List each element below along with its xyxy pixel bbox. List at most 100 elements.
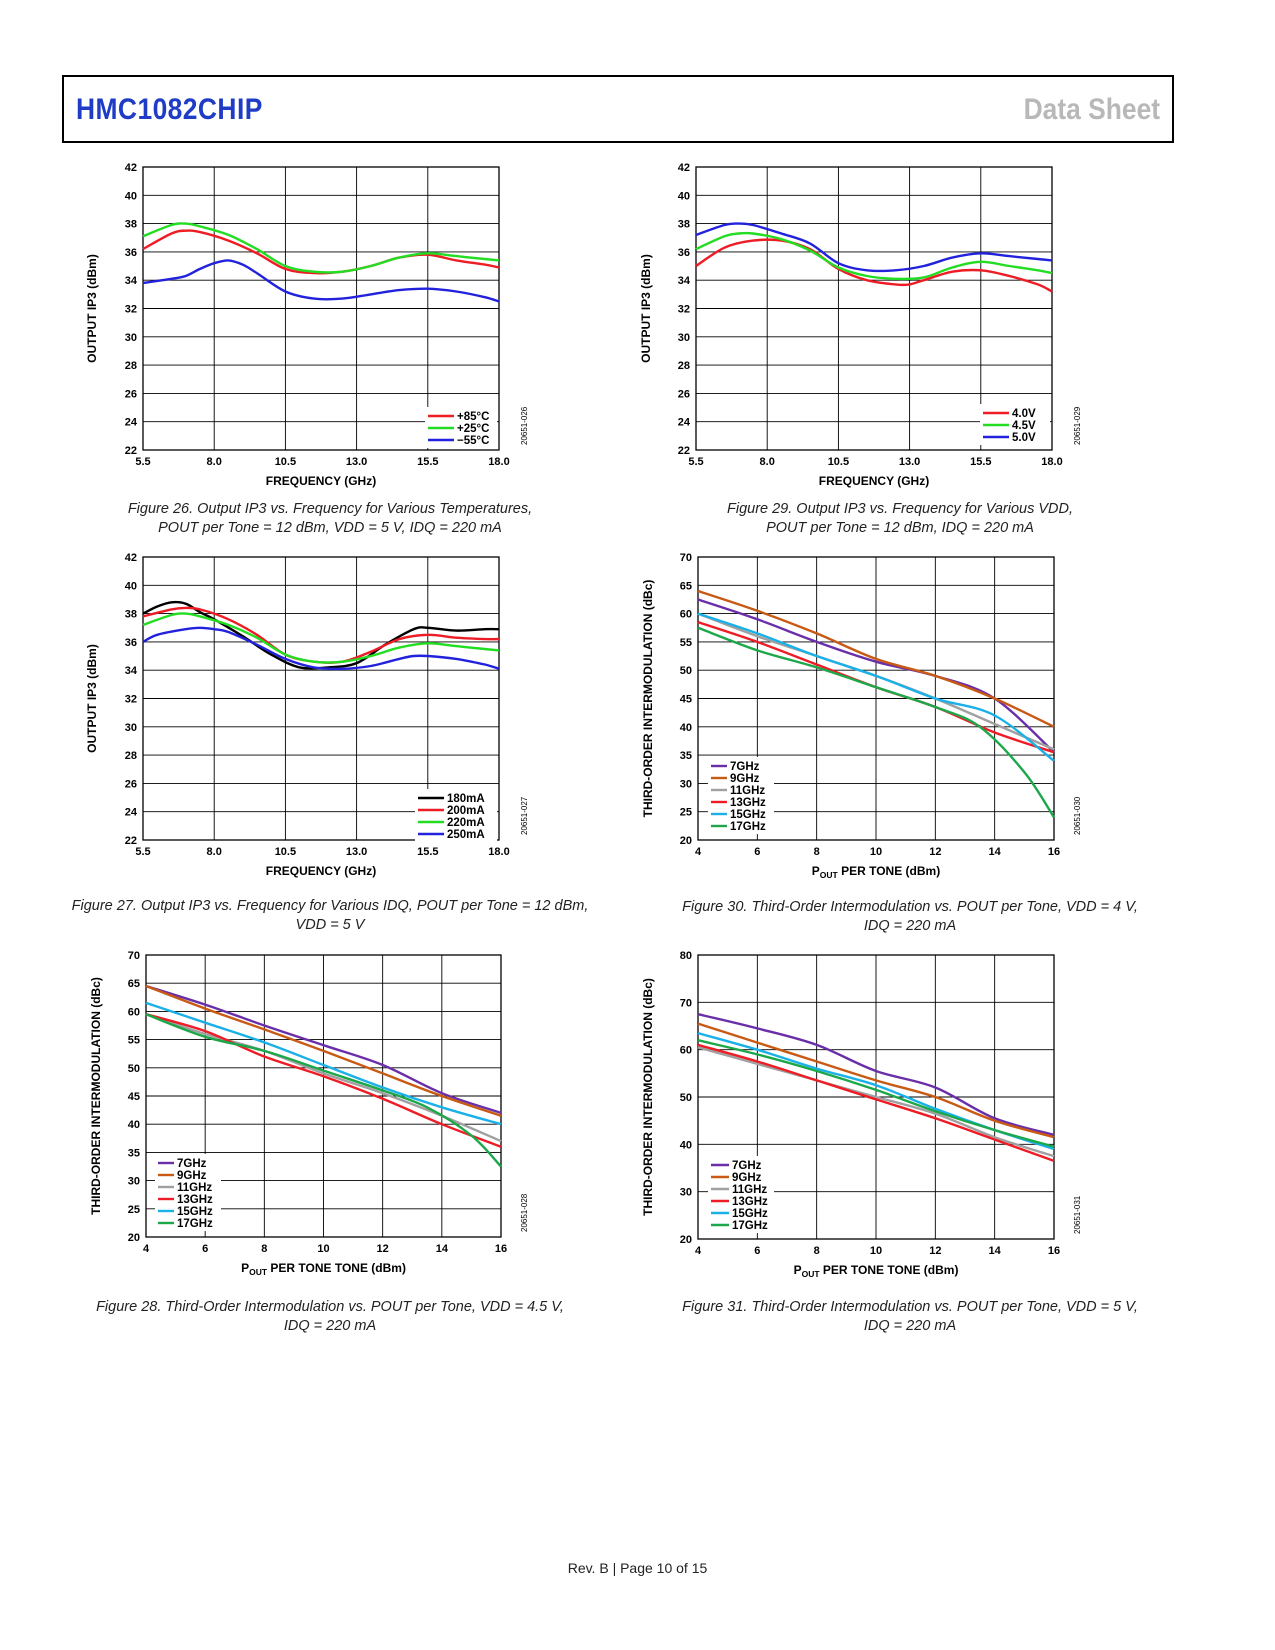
y-tick-label: 30	[125, 722, 137, 734]
x-axis-label: FREQUENCY (GHz)	[266, 474, 376, 488]
legend-label: 7GHz	[732, 1160, 762, 1172]
legend-label: 13GHz	[730, 797, 766, 809]
plot-border	[697, 556, 1055, 841]
y-tick-label: 26	[678, 388, 690, 400]
figure-27-caption: Figure 27. Output IP3 vs. Frequency for …	[70, 897, 590, 935]
y-axis-label: OUTPUT IP3 (dBm)	[639, 254, 653, 363]
plot-border	[697, 954, 1055, 1240]
x-tick-label: 13.0	[346, 846, 367, 858]
y-tick-label: 30	[680, 1187, 692, 1199]
figure-28-caption: Figure 28. Third-Order Intermodulation v…	[80, 1298, 580, 1336]
y-tick-label: 45	[680, 694, 692, 706]
x-tick-label: 10	[317, 1243, 329, 1255]
series-line	[695, 231, 1053, 281]
y-axis-label: THIRD-ORDER INTERMODULATION (dBc)	[641, 978, 655, 1216]
series-line	[142, 222, 500, 274]
x-tick-label: 6	[754, 1245, 760, 1257]
page-header: HMC1082CHIP Data Sheet	[62, 75, 1174, 143]
y-axis-label: THIRD-ORDER INTERMODULATION (dBc)	[89, 977, 103, 1215]
y-tick-label: 38	[125, 219, 137, 231]
series-line	[697, 589, 1055, 728]
y-tick-label: 38	[678, 219, 690, 231]
x-tick-label: 10.5	[275, 456, 296, 468]
x-tick-label: 16	[1048, 1245, 1060, 1257]
plot-border	[695, 166, 1053, 451]
figure-id: 20651-029	[1073, 406, 1082, 445]
x-tick-label: 14	[436, 1243, 449, 1255]
x-tick-label: 8	[261, 1243, 267, 1255]
caption-line: Figure 27. Output IP3 vs. Frequency for …	[71, 898, 589, 914]
series-line	[697, 1039, 1055, 1148]
x-axis-label: FREQUENCY (GHz)	[819, 474, 929, 488]
y-tick-label: 28	[125, 750, 137, 762]
legend-label: 5.0V	[1012, 432, 1036, 444]
figure-id: 20651-027	[520, 796, 529, 835]
y-tick-label: 24	[125, 417, 138, 429]
plot-border	[142, 166, 500, 451]
y-tick-label: 20	[128, 1232, 140, 1244]
y-tick-label: 26	[125, 388, 137, 400]
x-tick-label: 6	[202, 1243, 208, 1255]
x-tick-label: 12	[929, 1245, 941, 1257]
plot-border	[145, 954, 502, 1238]
x-tick-label: 18.0	[488, 456, 509, 468]
legend-label: +85°C	[457, 411, 489, 423]
y-tick-label: 30	[678, 332, 690, 344]
y-tick-label: 24	[125, 807, 138, 819]
y-tick-label: 65	[128, 978, 140, 990]
y-tick-label: 60	[680, 609, 692, 621]
x-tick-label: 13.0	[899, 456, 920, 468]
caption-line: Figure 30. Third-Order Intermodulation v…	[682, 899, 1138, 915]
figure-id: 20651-030	[1073, 796, 1082, 835]
y-tick-label: 36	[678, 247, 690, 259]
figure-29-caption: Figure 29. Output IP3 vs. Frequency for …	[650, 500, 1150, 538]
x-tick-label: 16	[1048, 846, 1060, 858]
y-tick-label: 42	[678, 162, 690, 174]
caption-line: Figure 26. Output IP3 vs. Frequency for …	[127, 501, 533, 517]
x-tick-label: 10	[870, 846, 882, 858]
y-tick-label: 40	[680, 722, 692, 734]
x-axis-label: POUT PER TONE (dBm)	[812, 864, 940, 880]
caption-line: IDQ = 220 mA	[863, 1318, 957, 1334]
x-tick-label: 10.5	[828, 456, 849, 468]
legend-box	[155, 1154, 221, 1231]
series-line	[697, 1043, 1055, 1163]
x-tick-label: 13.0	[346, 456, 367, 468]
x-tick-label: 14	[989, 846, 1002, 858]
series-line	[697, 1013, 1055, 1137]
x-tick-label: 18.0	[1041, 456, 1062, 468]
y-tick-label: 32	[125, 304, 137, 316]
x-tick-label: 18.0	[488, 846, 509, 858]
legend-label: 15GHz	[732, 1208, 768, 1220]
series-line	[145, 984, 502, 1117]
figure-id: 20651-028	[520, 1193, 529, 1232]
y-tick-label: 28	[678, 360, 690, 372]
y-tick-label: 60	[128, 1006, 140, 1018]
y-tick-label: 42	[125, 162, 137, 174]
y-tick-label: 40	[125, 580, 137, 592]
legend-label: 17GHz	[177, 1218, 213, 1230]
x-tick-label: 4	[695, 846, 702, 858]
y-tick-label: 20	[680, 1234, 692, 1246]
y-tick-label: 26	[125, 778, 137, 790]
legend-label: −55°C	[457, 435, 489, 447]
series-line	[145, 1013, 502, 1148]
y-tick-label: 40	[678, 190, 690, 202]
y-tick-label: 35	[680, 750, 692, 762]
legend-label: 4.0V	[1012, 408, 1036, 420]
x-tick-label: 4	[143, 1243, 150, 1255]
y-tick-label: 22	[125, 835, 137, 847]
legend-label: +25°C	[457, 423, 489, 435]
y-axis-label: OUTPUT IP3 (dBm)	[85, 254, 99, 363]
x-axis-label: POUT PER TONE TONE (dBm)	[241, 1261, 406, 1277]
figure-id: 20651-031	[1073, 1195, 1082, 1234]
figure-id: 20651-026	[520, 406, 529, 445]
y-tick-label: 32	[678, 304, 690, 316]
figure-26-caption: Figure 26. Output IP3 vs. Frequency for …	[80, 500, 580, 538]
x-tick-label: 5.5	[688, 456, 703, 468]
y-tick-label: 34	[125, 665, 138, 677]
y-tick-label: 55	[680, 637, 692, 649]
